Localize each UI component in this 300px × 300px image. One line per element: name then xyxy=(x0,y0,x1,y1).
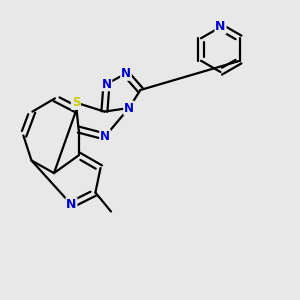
Text: N: N xyxy=(215,20,226,34)
Text: N: N xyxy=(121,67,131,80)
Text: N: N xyxy=(124,101,134,115)
Text: N: N xyxy=(100,130,110,143)
Text: N: N xyxy=(66,198,76,211)
Text: N: N xyxy=(101,77,112,91)
Text: S: S xyxy=(72,96,80,109)
